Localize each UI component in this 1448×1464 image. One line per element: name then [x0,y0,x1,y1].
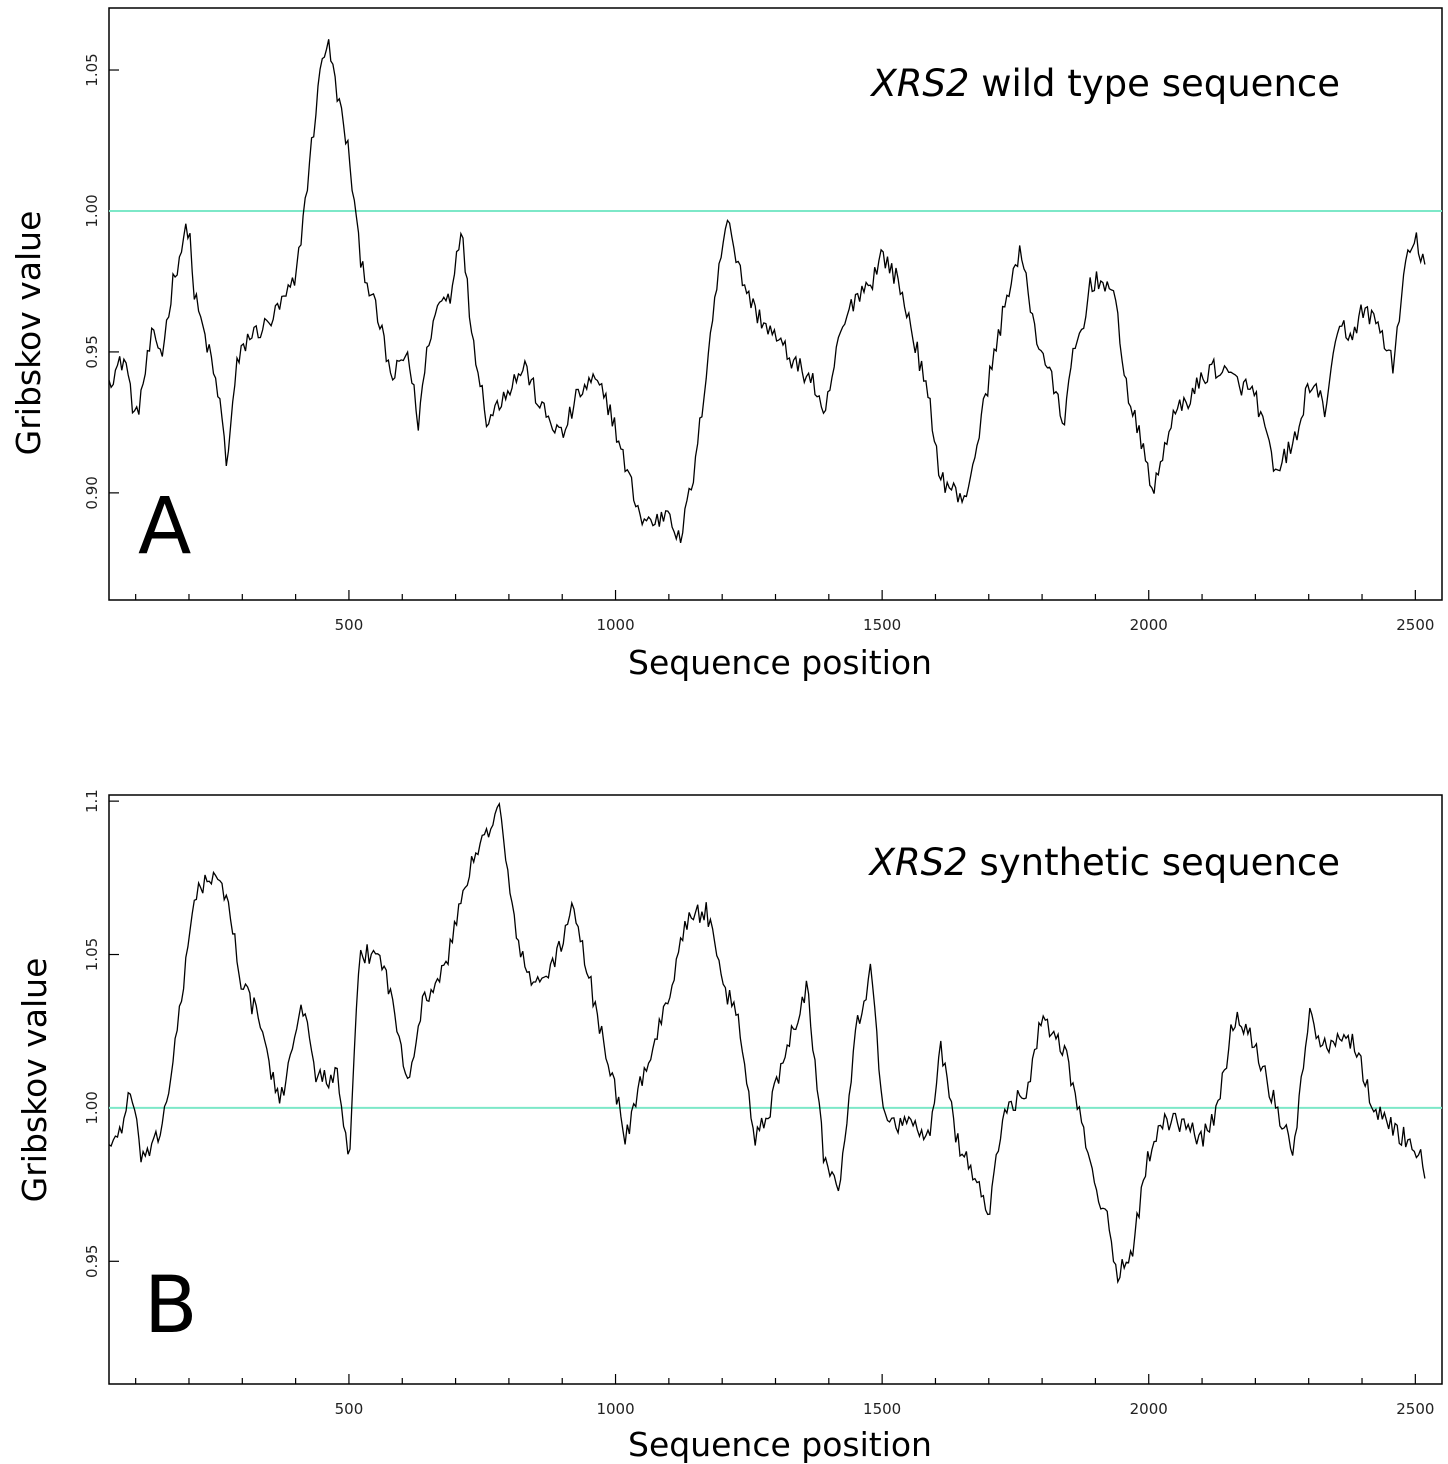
y-axis-ticks: 0.95 1.00 1.05 1.1 [83,789,119,1278]
panel-title-gene: XRS2 [868,841,968,884]
x-tick-label: 2000 [1130,1400,1168,1418]
series-line [108,801,1426,1285]
y-tick-label: 0.95 [83,335,101,368]
x-tick-label: 1500 [863,616,901,634]
x-tick-label: 500 [335,616,364,634]
y-tick-label: 1.1 [83,789,101,813]
panel-title: XRS2 synthetic sequence [868,841,1340,884]
panel-letter: B [144,1261,198,1351]
y-tick-label: 1.05 [83,53,101,86]
x-tick-label: 500 [335,1400,364,1418]
panel-a: 0.90 0.95 1.00 1.05 500 1000 1500 2000 2500 XRS… [9,7,1443,682]
panel-title-gene: XRS2 [869,62,969,105]
y-tick-label: 1.00 [83,194,101,227]
x-axis-ticks: 500 1000 1500 2000 2500 [135,590,1434,634]
y-tick-label: 1.05 [83,938,101,971]
x-tick-label: 2500 [1396,616,1434,634]
x-axis-ticks: 500 1000 1500 2000 2500 [135,1374,1434,1418]
x-axis-title: Sequence position [628,1425,932,1464]
y-tick-label: 1.00 [83,1091,101,1124]
x-tick-label: 2000 [1130,616,1168,634]
x-tick-label: 2500 [1396,1400,1434,1418]
y-tick-label: 0.95 [83,1245,101,1278]
y-axis-ticks: 0.90 0.95 1.00 1.05 [83,53,119,510]
panel-b: 0.95 1.00 1.05 1.1 500 1000 1500 2000 2500 XRS2… [15,789,1443,1464]
x-axis-title: Sequence position [628,643,932,682]
series-line [108,39,1426,544]
panel-title-rest: synthetic sequence [968,841,1340,884]
y-axis-title: Gribskov value [15,958,54,1203]
x-tick-label: 1000 [596,1400,634,1418]
x-tick-label: 1000 [596,616,634,634]
panel-title-rest: wild type sequence [969,62,1340,105]
y-tick-label: 0.90 [83,476,101,509]
panel-letter: A [138,482,191,572]
panel-title: XRS2 wild type sequence [869,62,1340,105]
y-axis-title: Gribskov value [9,211,48,456]
x-tick-label: 1500 [863,1400,901,1418]
